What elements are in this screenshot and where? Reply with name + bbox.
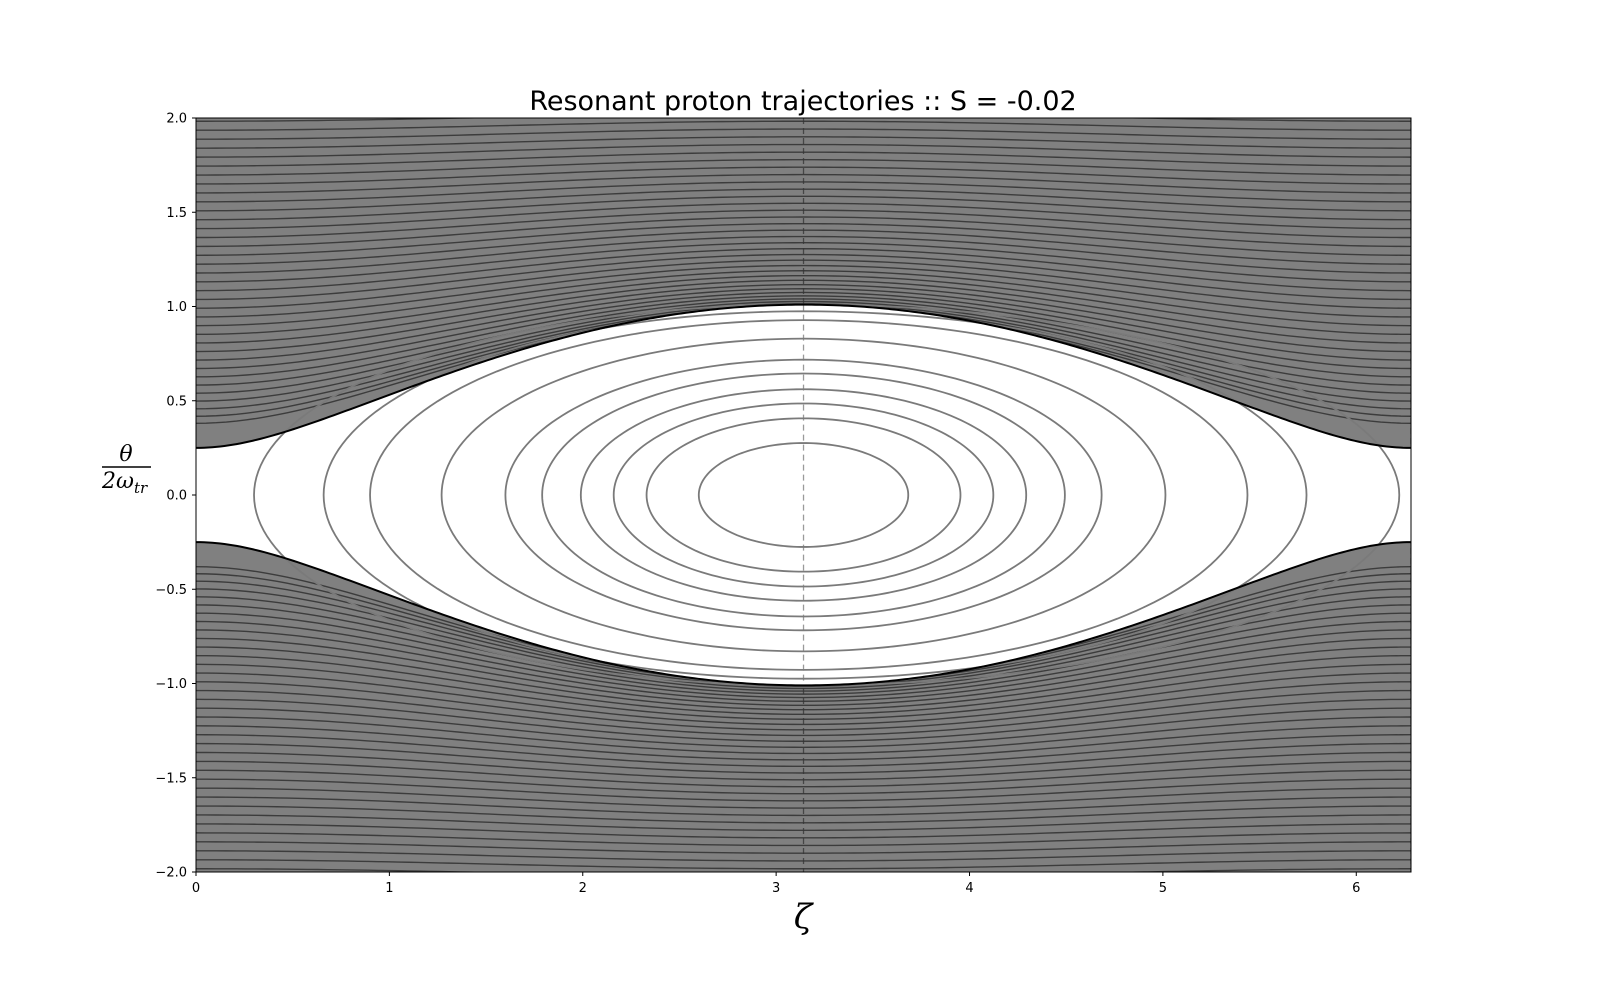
trapped-orbit <box>645 417 962 573</box>
untrapped-orbit-line <box>196 734 1411 768</box>
untrapped-orbit-line <box>196 707 1411 748</box>
y-tick-label: −1.5 <box>155 771 187 786</box>
untrapped-orbit-line <box>196 878 1411 885</box>
untrapped-orbit-line <box>196 216 1411 248</box>
y-tick-label: 1.5 <box>166 206 187 221</box>
untrapped-orbit-line <box>196 823 1411 839</box>
x-axis: 0 1 2 3 4 5 6 <box>192 872 1360 896</box>
untrapped-orbit-line <box>196 274 1411 336</box>
untrapped-orbit-line <box>196 264 1411 318</box>
untrapped-orbit-line <box>196 136 1411 149</box>
separatrix-upper <box>196 303 1411 449</box>
untrapped-orbit-line <box>196 173 1411 194</box>
untrapped-orbit-line <box>196 283 1411 353</box>
y-tick-label: −0.5 <box>155 583 187 598</box>
untrapped-orbit-line <box>196 868 1411 872</box>
untrapped-orbit-line <box>196 57 1411 58</box>
y-tick-label: 0.0 <box>166 489 187 504</box>
y-tick-label: 2.0 <box>166 112 187 127</box>
untrapped-orbit-line <box>196 143 1411 158</box>
y-axis-label-denominator-main: 2ω <box>101 469 134 494</box>
trapped-orbit <box>697 442 910 548</box>
untrapped-orbit-line <box>196 295 1411 378</box>
untrapped-orbit-line <box>196 654 1411 716</box>
plot-area <box>196 57 1411 893</box>
chart-title: Resonant proton trajectories :: S = -0.0… <box>529 86 1076 117</box>
y-tick-label: −2.0 <box>155 866 187 881</box>
trapped-orbit <box>504 358 1103 632</box>
y-axis-label-numerator: θ <box>119 442 132 467</box>
untrapped-orbit-line <box>196 612 1411 695</box>
trapped-orbit <box>579 388 1028 602</box>
y-tick-label: 1.0 <box>166 300 187 315</box>
y-axis-label: θ 2ωtr <box>101 442 151 497</box>
y-axis-label-denominator-sub: tr <box>134 479 148 497</box>
untrapped-orbit-line <box>196 81 1411 85</box>
untrapped-orbit-line <box>196 760 1411 788</box>
x-tick-label: 6 <box>1352 881 1360 896</box>
y-tick-label: 0.5 <box>166 394 187 409</box>
trapped-orbit <box>369 319 1249 671</box>
untrapped-orbit-line <box>196 235 1411 274</box>
trapped-orbit <box>253 303 1401 687</box>
untrapped-orbit-line <box>196 73 1411 76</box>
trapped-orbit <box>612 402 995 588</box>
untrapped-orbit-line <box>196 887 1411 893</box>
untrapped-orbit-line <box>196 166 1411 185</box>
untrapped-orbit-line <box>196 672 1411 726</box>
untrapped-orbit-line <box>196 689 1411 737</box>
x-tick-label: 1 <box>385 881 393 896</box>
x-tick-label: 4 <box>965 881 973 896</box>
y-axis-label-denominator: 2ωtr <box>101 469 148 497</box>
untrapped-orbit-line <box>196 796 1411 817</box>
x-tick-label: 0 <box>192 881 200 896</box>
untrapped-orbit-line <box>196 620 1411 699</box>
untrapped-orbit-line <box>196 637 1411 707</box>
untrapped-orbit-line <box>196 195 1411 221</box>
x-tick-label: 2 <box>579 881 587 896</box>
untrapped-orbit-line <box>196 118 1411 122</box>
untrapped-orbit-line <box>196 832 1411 847</box>
x-axis-label: ζ <box>794 897 815 937</box>
untrapped-orbit-line <box>196 65 1411 67</box>
y-tick-label: −1.0 <box>155 677 187 692</box>
untrapped-orbit-line <box>196 253 1411 301</box>
separatrix-lower <box>196 541 1411 687</box>
y-axis: 2.0 1.5 1.0 0.5 0.0 −0.5 −1.0 −1.5 −2.0 <box>155 112 196 881</box>
trapped-orbit <box>541 372 1066 618</box>
x-tick-label: 3 <box>772 881 780 896</box>
trapped-orbit <box>440 337 1167 653</box>
x-tick-label: 5 <box>1159 881 1167 896</box>
trapped-orbit <box>322 310 1308 680</box>
